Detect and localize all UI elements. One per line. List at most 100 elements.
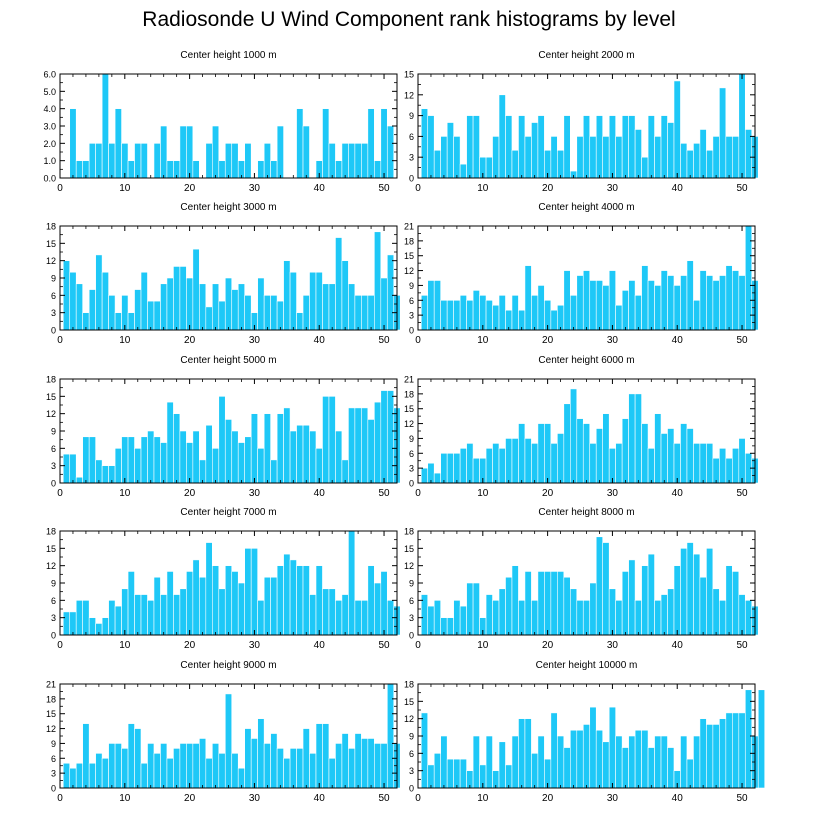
y-tick-label: 6 [409, 596, 414, 606]
histogram-bar [127, 312, 135, 331]
histogram-bar [628, 735, 636, 789]
histogram-bar [595, 536, 604, 636]
y-tick-label: 18 [404, 527, 414, 537]
histogram-bar [511, 735, 519, 789]
histogram-bar [498, 448, 506, 484]
histogram-bar [693, 553, 701, 636]
histogram-bar [621, 571, 629, 636]
y-tick-label: 18 [46, 375, 56, 385]
histogram-bar [121, 748, 129, 789]
histogram-bar [380, 743, 388, 789]
histogram-bar [348, 748, 356, 789]
histogram-bar [263, 413, 271, 484]
histogram-bar [140, 594, 148, 636]
histogram-bar [224, 277, 233, 331]
histogram-bar [127, 571, 135, 636]
histogram-bar [88, 143, 96, 179]
x-tick-label: 0 [415, 793, 421, 804]
histogram-bar [296, 108, 304, 179]
histogram-bar [205, 306, 213, 331]
histogram-bar [420, 467, 429, 484]
histogram-bar [153, 300, 161, 331]
panel-title: Center height 7000 m [180, 507, 276, 518]
histogram-bar [706, 724, 714, 789]
histogram-bar [88, 617, 96, 636]
histogram-bar [628, 559, 636, 636]
x-tick-label: 40 [672, 793, 684, 804]
x-tick-label: 20 [184, 335, 196, 346]
y-tick-label: 3 [409, 464, 414, 474]
histogram-bar [628, 393, 636, 484]
histogram-bar [160, 442, 168, 484]
histogram-bar [589, 582, 597, 636]
histogram-bar [557, 149, 565, 179]
histogram-bar [518, 600, 526, 636]
histogram-bar [322, 108, 330, 179]
x-tick-label: 20 [542, 488, 554, 499]
histogram-bar [492, 443, 500, 484]
histogram-bar [231, 571, 239, 636]
histogram-bar [75, 600, 83, 636]
x-tick-label: 40 [314, 793, 326, 804]
histogram-bar [706, 275, 714, 331]
histogram-bar [335, 743, 343, 789]
y-tick-label: 18 [46, 694, 56, 704]
histogram-bar [576, 418, 584, 484]
histogram-bar [237, 283, 246, 331]
histogram-bar [263, 143, 271, 179]
histogram-bar [693, 735, 701, 789]
histogram-bar [140, 436, 148, 484]
histogram-bar [440, 299, 448, 331]
histogram-bar [550, 136, 558, 179]
histogram-bar [706, 149, 714, 179]
histogram-bar [335, 600, 343, 636]
histogram-bar [453, 136, 461, 179]
histogram-bar [654, 413, 662, 484]
histogram-bar [466, 299, 474, 331]
histogram-bar [101, 617, 109, 636]
histogram-bar [550, 443, 558, 484]
y-tick-label: 9 [409, 579, 414, 589]
histogram-bar [699, 576, 707, 636]
histogram-bar [680, 423, 688, 484]
histogram-bar [569, 295, 578, 331]
histogram-bar [95, 753, 103, 789]
y-tick-label: 18 [46, 527, 56, 537]
panel-title: Center height 5000 m [180, 355, 276, 366]
histogram-bar [667, 428, 675, 484]
histogram-bar [647, 448, 655, 484]
x-tick-label: 0 [57, 488, 63, 499]
histogram-bar [706, 443, 714, 484]
y-tick-label: 12 [46, 409, 56, 419]
histogram-bar [550, 309, 558, 331]
histogram-bar [582, 724, 591, 789]
histogram-bar [660, 115, 668, 179]
y-tick-label: 3 [51, 769, 56, 779]
histogram-bar [192, 743, 200, 789]
histogram-bar [544, 571, 552, 636]
histogram-bar [615, 600, 623, 636]
y-tick-label: 18 [404, 680, 414, 690]
histogram-bar [492, 136, 500, 179]
y-tick-label: 6 [409, 132, 414, 142]
histogram-bar [114, 605, 122, 636]
histogram-bar [302, 295, 310, 331]
y-tick-label: 9 [409, 111, 414, 121]
histogram-bar [276, 748, 284, 789]
histogram-bar [673, 80, 681, 179]
histogram-bar [732, 712, 740, 789]
histogram-bar [348, 407, 356, 484]
histogram-bar [550, 712, 558, 789]
x-tick-label: 40 [672, 183, 684, 194]
histogram-bar [127, 160, 135, 179]
histogram-bar [211, 125, 220, 179]
histogram-bar [361, 600, 369, 636]
panel-title: Center height 6000 m [538, 355, 634, 366]
y-tick-label: 3 [51, 308, 56, 318]
panel-title: Center height 4000 m [538, 202, 634, 213]
histogram-bar [446, 617, 454, 636]
histogram-bar [166, 571, 174, 636]
y-tick-label: 15 [404, 70, 414, 80]
histogram-bar [147, 430, 155, 484]
